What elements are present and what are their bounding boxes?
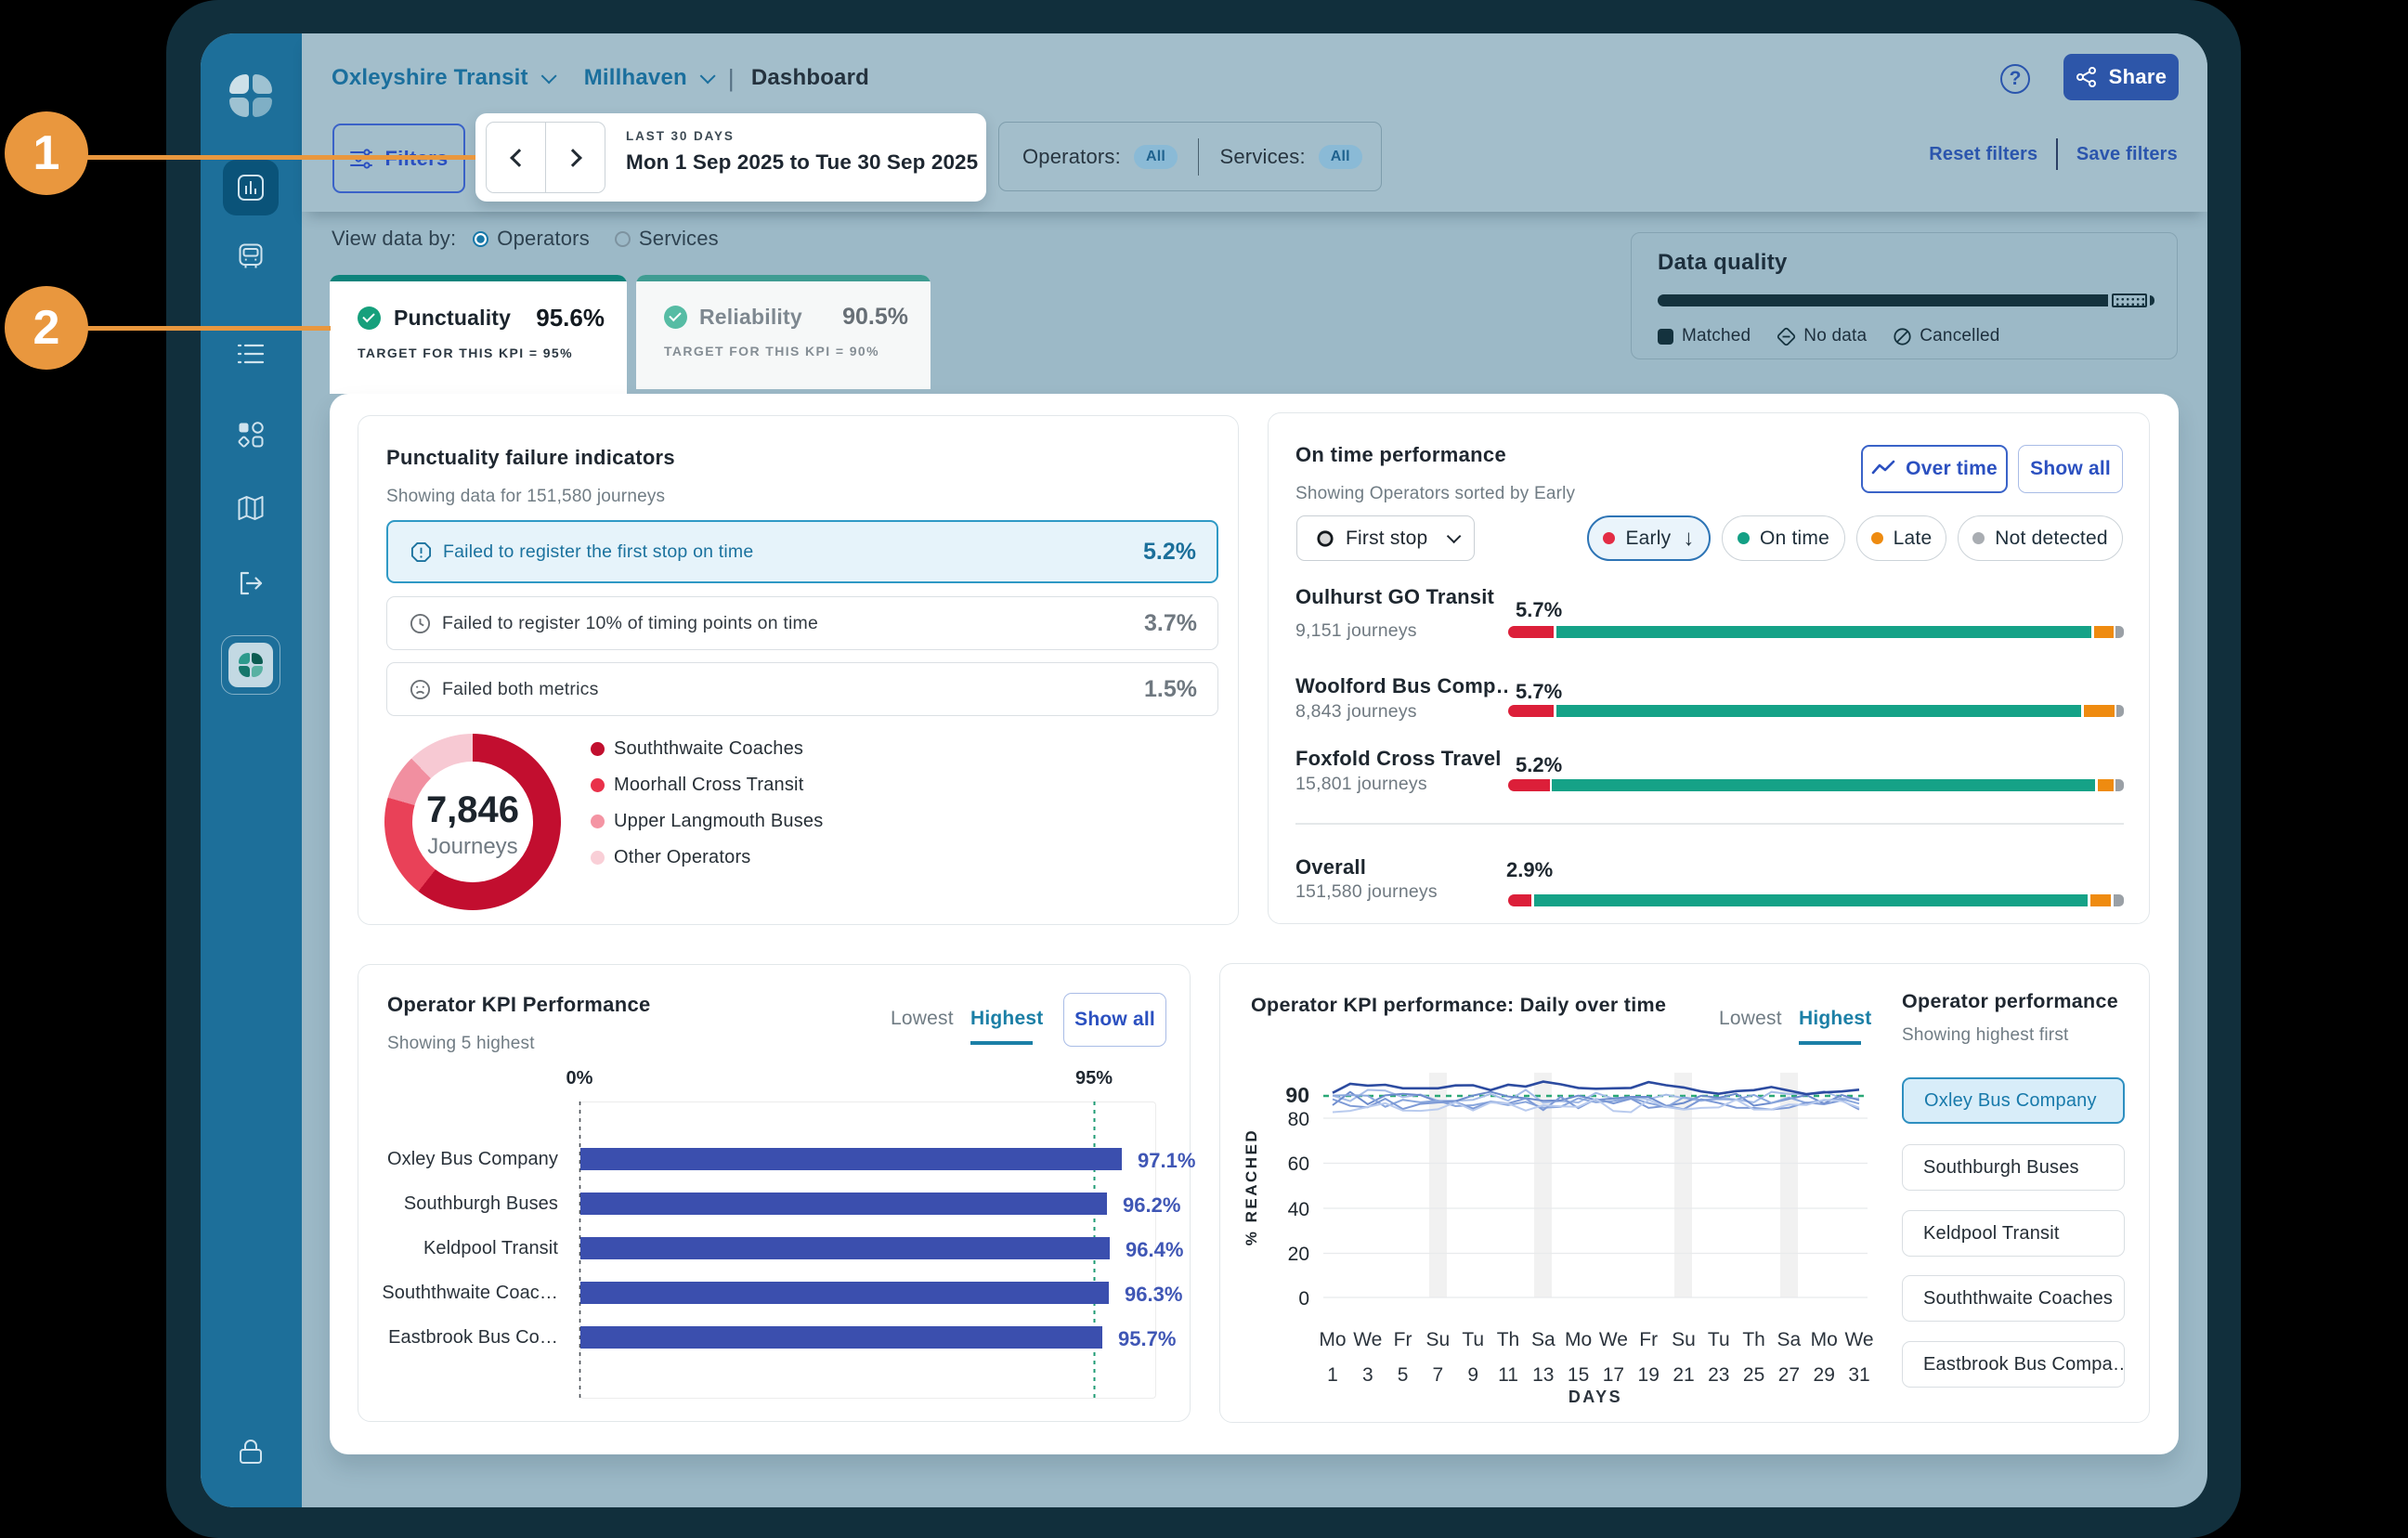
svg-text:Fr: Fr	[1394, 1329, 1412, 1350]
svg-text:Mo: Mo	[1811, 1329, 1838, 1350]
svg-text:11: 11	[1498, 1364, 1518, 1386]
svg-text:29: 29	[1814, 1364, 1835, 1386]
svg-text:We: We	[1599, 1329, 1628, 1350]
svg-text:25: 25	[1743, 1364, 1764, 1386]
svg-text:21: 21	[1673, 1364, 1694, 1386]
svg-text:19: 19	[1638, 1364, 1660, 1386]
svg-text:31: 31	[1848, 1364, 1869, 1386]
svg-text:We: We	[1353, 1329, 1382, 1350]
svg-text:9: 9	[1467, 1364, 1478, 1386]
svg-text:Tu: Tu	[1462, 1329, 1484, 1350]
svg-text:Tu: Tu	[1708, 1329, 1730, 1350]
svg-text:Sa: Sa	[1777, 1329, 1802, 1350]
svg-text:17: 17	[1603, 1364, 1624, 1386]
svg-text:80: 80	[1288, 1109, 1309, 1130]
svg-text:3: 3	[1362, 1364, 1373, 1386]
svg-text:Mo: Mo	[1319, 1329, 1346, 1350]
svg-text:60: 60	[1288, 1154, 1309, 1175]
svg-text:0: 0	[1298, 1288, 1309, 1310]
svg-text:23: 23	[1708, 1364, 1729, 1386]
svg-text:Th: Th	[1742, 1329, 1765, 1350]
svg-text:Su: Su	[1672, 1329, 1696, 1350]
svg-text:90: 90	[1285, 1083, 1309, 1107]
svg-text:7: 7	[1433, 1364, 1444, 1386]
svg-text:40: 40	[1288, 1199, 1309, 1220]
svg-text:5: 5	[1398, 1364, 1409, 1386]
svg-text:15: 15	[1568, 1364, 1589, 1386]
svg-text:Fr: Fr	[1639, 1329, 1658, 1350]
svg-text:% REACHED: % REACHED	[1243, 1128, 1260, 1245]
svg-text:Sa: Sa	[1531, 1329, 1555, 1350]
svg-text:1: 1	[1327, 1364, 1338, 1386]
svg-text:Su: Su	[1426, 1329, 1451, 1350]
svg-text:Mo: Mo	[1565, 1329, 1592, 1350]
svg-text:20: 20	[1288, 1244, 1309, 1265]
svg-text:DAYS: DAYS	[1568, 1388, 1622, 1406]
svg-text:We: We	[1844, 1329, 1873, 1350]
svg-text:27: 27	[1778, 1364, 1800, 1386]
svg-text:13: 13	[1532, 1364, 1554, 1386]
svg-text:Th: Th	[1497, 1329, 1520, 1350]
